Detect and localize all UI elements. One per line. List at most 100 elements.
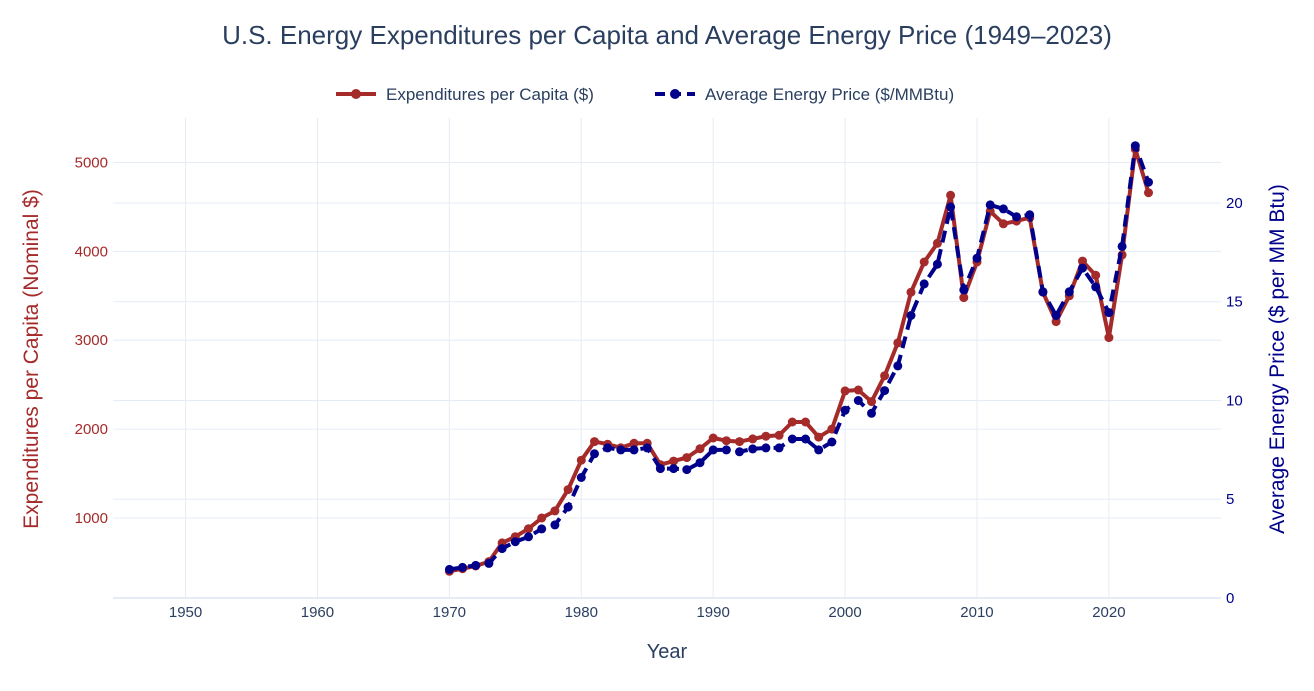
series <box>444 141 1153 576</box>
data-point-price[interactable] <box>721 445 731 455</box>
data-point-price[interactable] <box>1051 311 1061 320</box>
data-point-price[interactable] <box>761 443 771 453</box>
data-point-expenditures[interactable] <box>893 338 903 348</box>
data-point-expenditures[interactable] <box>1078 256 1087 266</box>
data-point-expenditures[interactable] <box>827 424 837 434</box>
data-point-expenditures[interactable] <box>880 371 890 381</box>
data-point-expenditures[interactable] <box>708 433 718 443</box>
data-point-expenditures[interactable] <box>801 417 810 427</box>
data-point-price[interactable] <box>840 405 850 415</box>
data-point-price[interactable] <box>1012 212 1021 222</box>
data-point-price[interactable] <box>919 279 929 289</box>
data-point-price[interactable] <box>972 253 982 263</box>
data-point-price[interactable] <box>1104 308 1114 318</box>
data-point-expenditures[interactable] <box>919 257 929 267</box>
data-point-expenditures[interactable] <box>682 453 692 463</box>
data-point-price[interactable] <box>735 447 744 457</box>
data-point-expenditures[interactable] <box>998 219 1008 229</box>
data-point-price[interactable] <box>510 537 520 547</box>
data-point-price[interactable] <box>946 202 956 212</box>
y-left-tick-label: 4000 <box>75 243 108 260</box>
data-point-price[interactable] <box>959 285 969 295</box>
data-point-expenditures[interactable] <box>761 431 771 441</box>
data-point-price[interactable] <box>1038 287 1048 297</box>
data-point-price[interactable] <box>1078 263 1087 273</box>
data-point-expenditures[interactable] <box>669 456 679 466</box>
data-point-price[interactable] <box>537 524 547 534</box>
data-point-price[interactable] <box>616 445 626 455</box>
data-point-expenditures[interactable] <box>721 436 731 446</box>
data-point-expenditures[interactable] <box>787 417 797 427</box>
data-point-expenditures[interactable] <box>735 437 744 447</box>
data-point-price[interactable] <box>484 558 494 568</box>
data-point-price[interactable] <box>642 443 652 453</box>
data-point-price[interactable] <box>787 434 797 444</box>
data-point-price[interactable] <box>458 562 467 572</box>
data-point-price[interactable] <box>801 434 810 444</box>
legend-marker-expenditures <box>351 89 361 99</box>
data-point-price[interactable] <box>932 259 942 269</box>
data-point-expenditures[interactable] <box>748 434 758 444</box>
data-point-expenditures[interactable] <box>1144 188 1153 198</box>
data-point-price[interactable] <box>867 408 876 418</box>
data-point-expenditures[interactable] <box>695 444 705 454</box>
data-point-price[interactable] <box>1025 210 1035 220</box>
data-point-price[interactable] <box>880 386 890 396</box>
legend-item-price[interactable]: Average Energy Price ($/MMBtu) <box>655 85 954 104</box>
data-point-price[interactable] <box>550 520 560 530</box>
data-point-price[interactable] <box>629 445 639 455</box>
y-left-tick-label: 3000 <box>75 332 108 349</box>
data-point-expenditures[interactable] <box>1104 333 1114 343</box>
data-point-price[interactable] <box>985 200 995 210</box>
data-point-price[interactable] <box>1117 241 1127 251</box>
data-point-expenditures[interactable] <box>550 506 560 516</box>
data-point-price[interactable] <box>906 311 916 320</box>
data-point-expenditures[interactable] <box>1091 270 1101 280</box>
data-point-price[interactable] <box>576 473 586 482</box>
data-point-expenditures[interactable] <box>576 455 586 465</box>
data-point-price[interactable] <box>748 444 758 454</box>
data-point-price[interactable] <box>774 443 784 453</box>
data-point-price[interactable] <box>695 458 705 468</box>
data-point-price[interactable] <box>669 464 679 474</box>
data-point-price[interactable] <box>603 443 613 453</box>
data-point-price[interactable] <box>814 445 824 455</box>
data-point-price[interactable] <box>998 204 1008 214</box>
data-point-expenditures[interactable] <box>590 437 599 447</box>
data-point-price[interactable] <box>471 560 481 570</box>
data-point-price[interactable] <box>444 564 454 574</box>
data-point-expenditures[interactable] <box>563 485 573 495</box>
data-point-price[interactable] <box>1130 141 1140 151</box>
data-point-expenditures[interactable] <box>840 386 850 396</box>
data-point-expenditures[interactable] <box>524 524 533 534</box>
data-point-price[interactable] <box>655 464 665 474</box>
data-point-expenditures[interactable] <box>867 397 876 407</box>
data-point-price[interactable] <box>893 361 903 371</box>
data-point-price[interactable] <box>497 544 507 554</box>
data-point-price[interactable] <box>1144 177 1153 187</box>
data-point-price[interactable] <box>1091 282 1101 292</box>
data-point-expenditures[interactable] <box>814 432 824 442</box>
data-point-price[interactable] <box>563 502 573 512</box>
data-point-price[interactable] <box>590 449 599 459</box>
data-point-price[interactable] <box>1064 287 1074 297</box>
legend[interactable]: Expenditures per Capita ($) Average Ener… <box>336 85 954 104</box>
data-point-expenditures[interactable] <box>537 513 547 523</box>
x-tick-label: 2000 <box>828 604 861 621</box>
legend-item-expenditures[interactable]: Expenditures per Capita ($) <box>336 85 594 104</box>
data-point-expenditures[interactable] <box>774 430 784 440</box>
data-point-price[interactable] <box>524 532 533 542</box>
tick-labels: 1950 1960 1970 1980 1990 2000 2010 202010002000… <box>75 154 1243 621</box>
data-point-price[interactable] <box>853 396 863 405</box>
data-point-expenditures[interactable] <box>959 293 969 303</box>
data-point-expenditures[interactable] <box>946 190 956 200</box>
data-point-price[interactable] <box>827 437 837 447</box>
data-point-expenditures[interactable] <box>853 385 863 395</box>
data-point-price[interactable] <box>682 465 692 475</box>
x-tick-label: 2010 <box>960 604 993 621</box>
data-point-expenditures[interactable] <box>932 238 942 248</box>
x-axis-title: Year <box>647 641 688 663</box>
data-point-price[interactable] <box>708 445 718 455</box>
data-point-expenditures[interactable] <box>629 438 639 448</box>
data-point-expenditures[interactable] <box>906 287 916 297</box>
